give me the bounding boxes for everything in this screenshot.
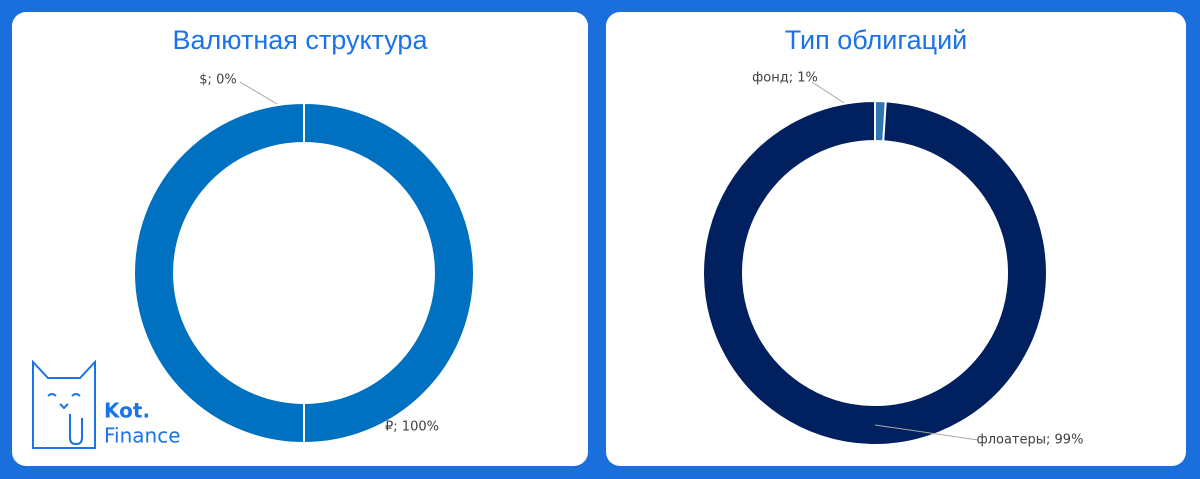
chart-title: Тип облигаций — [785, 25, 968, 55]
logo-text: Finance — [104, 424, 181, 448]
panel — [606, 12, 1186, 466]
logo — [32, 359, 96, 449]
donut-slice — [133, 101, 475, 445]
panel — [12, 12, 588, 466]
logo-face — [47, 393, 81, 410]
data-label: фонд; 1% — [752, 71, 818, 86]
donut-slice — [702, 99, 1048, 446]
chart-title: Валютная структура — [173, 25, 429, 55]
data-label: ₽; 100% — [385, 420, 439, 435]
logo-text: Kot. — [104, 399, 150, 423]
leader-line — [874, 424, 979, 441]
logo-paw — [69, 414, 83, 446]
logo-cat — [32, 359, 96, 449]
data-label: $; 0% — [199, 73, 236, 88]
data-label: флоатеры; 99% — [977, 433, 1084, 448]
